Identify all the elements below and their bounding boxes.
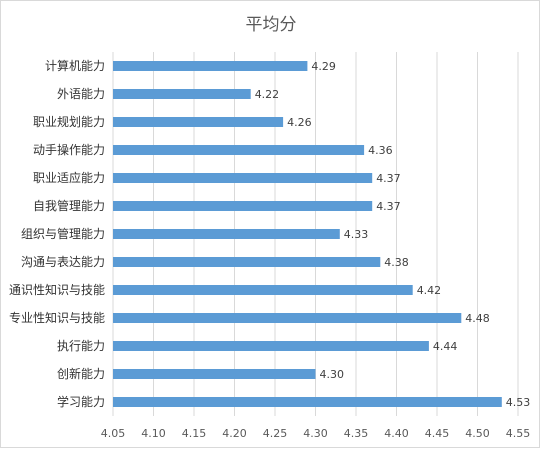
bar [113, 145, 365, 155]
bar [113, 61, 308, 71]
data-label: 4.29 [311, 60, 336, 73]
x-tick-label: 4.15 [182, 427, 207, 440]
category-label: 通识性知识与技能 [9, 283, 105, 297]
bar [113, 173, 373, 183]
data-label: 4.33 [344, 228, 369, 241]
category-label: 专业性知识与技能 [9, 310, 105, 325]
data-label: 4.22 [255, 88, 280, 101]
bar [113, 117, 284, 127]
bar [113, 285, 413, 295]
data-label: 4.37 [376, 172, 401, 185]
bar [113, 313, 462, 323]
bar [113, 201, 373, 211]
x-tick-label: 4.20 [222, 427, 247, 440]
category-label: 计算机能力 [45, 58, 105, 73]
category-label: 学习能力 [57, 394, 105, 409]
data-label: 4.26 [287, 116, 312, 129]
category-label: 动手操作能力 [33, 142, 105, 157]
data-label: 4.36 [368, 144, 393, 157]
category-label: 执行能力 [57, 339, 105, 353]
bar [113, 257, 381, 267]
data-label: 4.48 [465, 312, 490, 325]
data-labels: 4.29 4.22 4.26 4.36 4.37 4.37 4.33 4.38 4.42 4.48… [255, 60, 531, 409]
data-label: 4.38 [384, 256, 409, 269]
data-label: 4.53 [506, 396, 531, 409]
x-tick-label: 4.50 [465, 427, 490, 440]
bar [113, 397, 502, 407]
x-tick-labels: 4.05 4.10 4.15 4.20 4.25 4.30 4.35 4.40 4.45 4.50… [101, 427, 531, 440]
category-label: 外语能力 [57, 87, 105, 101]
bar [113, 229, 340, 239]
x-tick-label: 4.30 [303, 427, 328, 440]
x-tick-label: 4.55 [506, 427, 531, 440]
x-tick-label: 4.35 [344, 427, 369, 440]
bar [113, 341, 429, 351]
x-tick-label: 4.10 [141, 427, 166, 440]
data-label: 4.30 [320, 368, 345, 381]
category-label: 沟通与表达能力 [21, 255, 105, 269]
category-labels: 计算机能力外语能力职业规划能力动手操作能力职业适应能力自我管理能力组织与管理能力… [9, 58, 105, 409]
data-label: 4.37 [376, 200, 401, 213]
x-tick-label: 4.40 [384, 427, 409, 440]
bars [113, 61, 502, 407]
data-label: 4.44 [433, 340, 458, 353]
bar [113, 369, 316, 379]
x-tick-label: 4.25 [263, 427, 288, 440]
x-tick-label: 4.45 [425, 427, 450, 440]
category-label: 自我管理能力 [33, 198, 105, 213]
category-label: 职业适应能力 [33, 170, 105, 185]
category-label: 组织与管理能力 [21, 226, 105, 241]
category-label: 创新能力 [57, 366, 105, 381]
x-tick-label: 4.05 [101, 427, 126, 440]
bar [113, 89, 251, 99]
data-label: 4.42 [417, 284, 442, 297]
chart-title: 平均分 [245, 15, 297, 35]
category-label: 职业规划能力 [33, 114, 105, 129]
